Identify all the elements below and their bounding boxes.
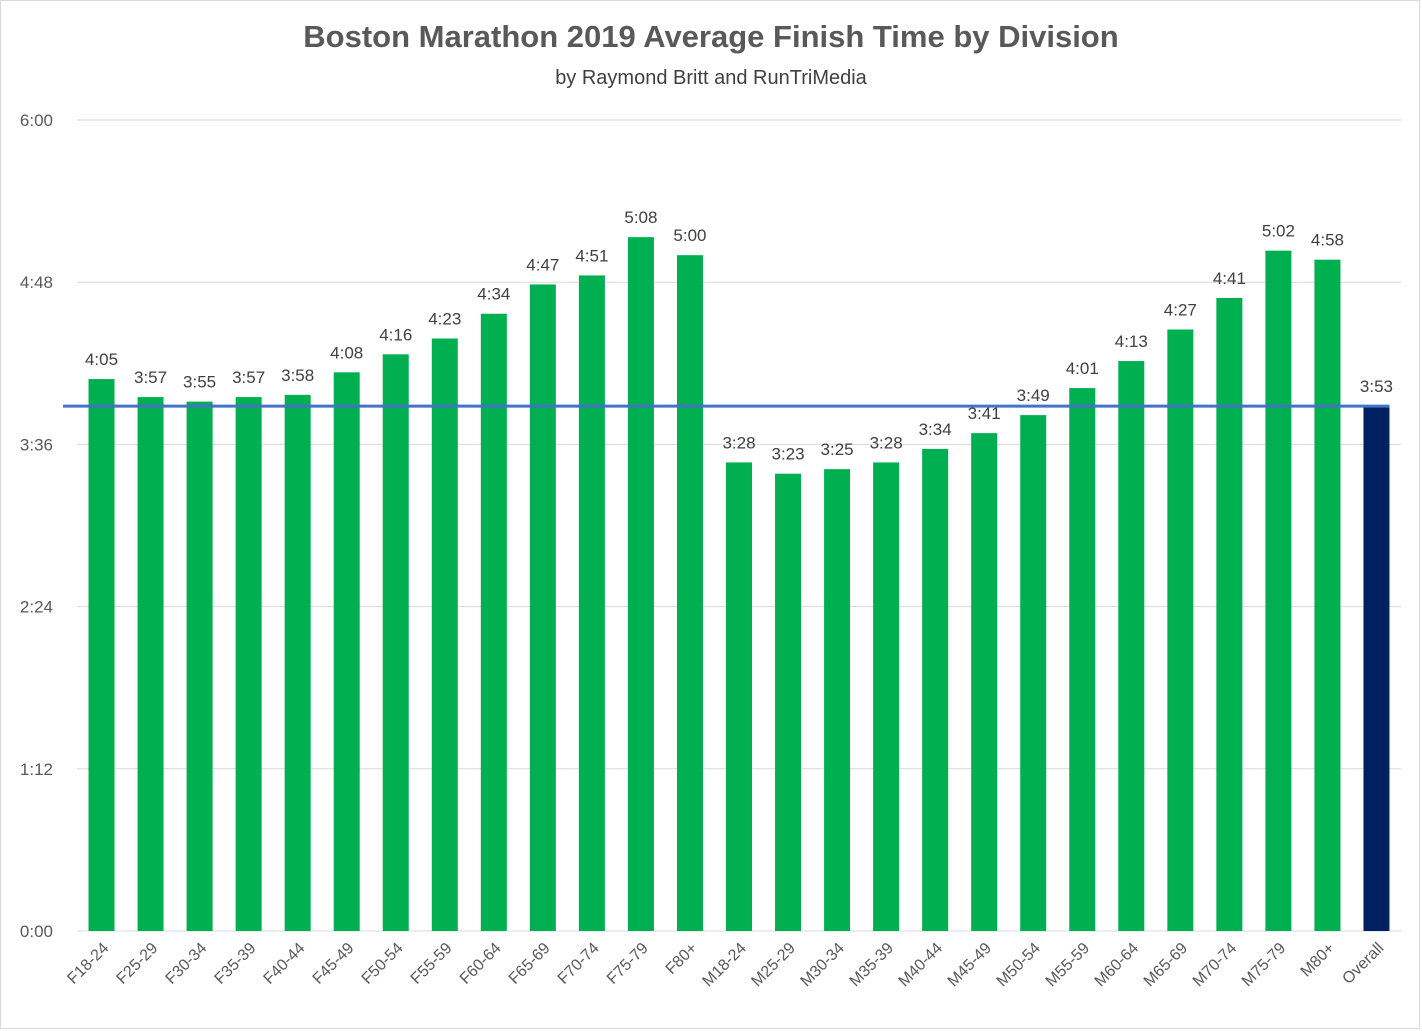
x-tick-label: F55-59 xyxy=(408,940,456,988)
x-tick-label: F60-64 xyxy=(457,940,505,988)
data-label: 5:00 xyxy=(673,226,706,245)
bar-m65-69 xyxy=(1167,329,1194,932)
x-tick-label: F70-74 xyxy=(555,940,603,988)
bar-m30-34 xyxy=(824,469,851,931)
data-label: 3:58 xyxy=(281,366,314,385)
data-label: 4:41 xyxy=(1213,269,1246,288)
bar-m40-44 xyxy=(922,448,949,931)
x-tick-label: F25-29 xyxy=(114,940,162,988)
bar-m45-49 xyxy=(971,433,998,931)
data-label: 4:51 xyxy=(575,246,608,265)
bar-overall xyxy=(1363,406,1390,931)
data-label: 3:28 xyxy=(870,433,903,452)
data-label: 4:27 xyxy=(1164,301,1197,320)
y-tick-label: 4:48 xyxy=(20,273,53,292)
x-tick-label: M70-74 xyxy=(1190,940,1240,990)
data-label: 4:01 xyxy=(1066,359,1099,378)
data-label: 3:53 xyxy=(1360,377,1393,396)
chart-title: Boston Marathon 2019 Average Finish Time… xyxy=(303,19,1119,54)
data-label: 4:16 xyxy=(379,325,412,344)
bar-f45-49 xyxy=(333,372,360,931)
bar-m80- xyxy=(1314,259,1341,931)
data-label: 3:28 xyxy=(722,433,755,452)
data-label: 3:49 xyxy=(1017,386,1050,405)
y-tick-label: 3:36 xyxy=(20,435,53,454)
x-tick-label: F35-39 xyxy=(212,940,260,988)
data-label: 4:13 xyxy=(1115,332,1148,351)
y-tick-label: 2:24 xyxy=(20,598,53,617)
bar-f70-74 xyxy=(578,275,605,932)
bar-m55-59 xyxy=(1069,388,1096,931)
bar-f40-44 xyxy=(284,394,311,932)
y-tick-label: 1:12 xyxy=(20,760,53,779)
x-tick-label: M45-49 xyxy=(945,940,995,990)
bar-m50-54 xyxy=(1020,415,1047,931)
bar-m25-29 xyxy=(775,473,802,931)
x-tick-label: F75-79 xyxy=(604,940,652,988)
x-tick-label: M35-39 xyxy=(847,940,897,990)
data-label: 4:23 xyxy=(428,310,461,329)
x-tick-label: M18-24 xyxy=(699,940,749,990)
bar-f80- xyxy=(676,255,703,931)
bar-f65-69 xyxy=(529,284,556,932)
data-label: 4:05 xyxy=(85,350,118,369)
x-tick-label: M40-44 xyxy=(896,940,946,990)
bar-f50-54 xyxy=(382,354,409,931)
x-tick-label: F65-69 xyxy=(506,940,554,988)
x-tick-label: M50-54 xyxy=(994,940,1044,990)
bar-f75-79 xyxy=(627,237,654,932)
x-tick-label: M80+ xyxy=(1298,940,1339,981)
data-label: 5:02 xyxy=(1262,222,1295,241)
bar-m70-74 xyxy=(1216,297,1243,931)
data-label: 3:41 xyxy=(968,404,1001,423)
data-label: 4:47 xyxy=(526,255,559,274)
x-tick-label: M65-69 xyxy=(1141,940,1191,990)
bar-f30-34 xyxy=(186,401,213,931)
data-label: 3:57 xyxy=(134,368,167,387)
bar-f60-64 xyxy=(480,313,507,931)
bar-f55-59 xyxy=(431,338,458,932)
data-label: 4:34 xyxy=(477,285,510,304)
data-label: 5:08 xyxy=(624,208,657,227)
bar-f35-39 xyxy=(235,397,262,931)
x-tick-label: F18-24 xyxy=(64,940,112,988)
x-tick-label: Overall xyxy=(1339,940,1387,988)
y-tick-label: 0:00 xyxy=(20,922,53,941)
x-tick-label: M30-34 xyxy=(798,940,848,990)
data-label: 3:25 xyxy=(821,440,854,459)
data-label: 3:23 xyxy=(771,445,804,464)
bar-m18-24 xyxy=(726,462,752,931)
x-tick-label: F50-54 xyxy=(359,940,407,988)
data-label: 3:34 xyxy=(919,420,952,439)
data-label: 3:57 xyxy=(232,368,265,387)
data-label: 4:58 xyxy=(1311,231,1344,250)
bar-f25-29 xyxy=(137,397,164,931)
bar-m35-39 xyxy=(873,462,900,931)
y-tick-label: 6:00 xyxy=(20,111,53,130)
x-tick-label: M60-64 xyxy=(1092,940,1142,990)
x-tick-label: F40-44 xyxy=(261,940,309,988)
bar-f18-24 xyxy=(88,379,115,931)
data-label: 4:08 xyxy=(330,343,363,362)
x-tick-label: M75-79 xyxy=(1239,940,1289,990)
chart-subtitle: by Raymond Britt and RunTriMedia xyxy=(555,67,867,89)
x-tick-label: F30-34 xyxy=(163,940,211,988)
bar-m60-64 xyxy=(1118,361,1145,931)
x-tick-label: M55-59 xyxy=(1043,940,1093,990)
x-tick-label: M25-29 xyxy=(748,940,798,990)
x-tick-label: F80+ xyxy=(663,940,701,978)
x-tick-label: F45-49 xyxy=(310,940,358,988)
bar-m75-79 xyxy=(1265,250,1292,931)
data-label: 3:55 xyxy=(183,373,216,392)
